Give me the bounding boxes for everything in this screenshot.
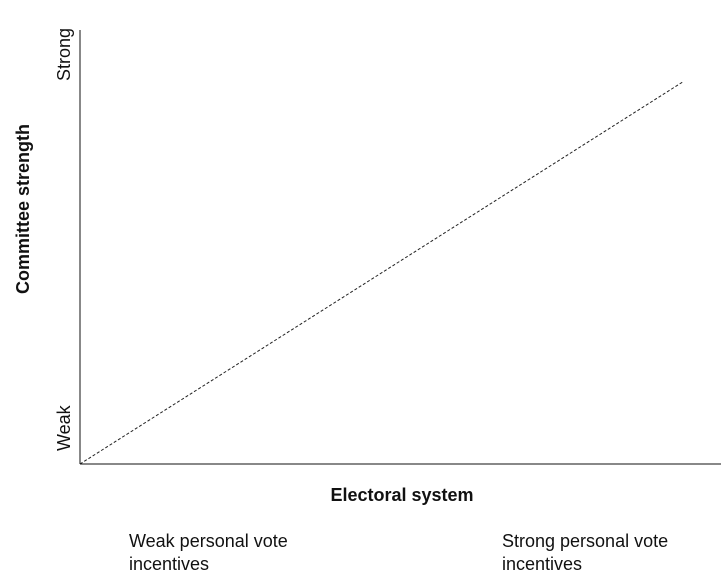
y-axis-title: Committee strength: [13, 124, 33, 294]
x-category-strong: Strong personal vote incentives: [502, 530, 668, 576]
trend-line: [79, 81, 683, 465]
x-axis-title: Electoral system: [330, 485, 473, 505]
y-tick-weak: Weak: [54, 404, 74, 451]
y-tick-strong: Strong: [54, 28, 74, 81]
x-category-strong-line1: Strong personal vote: [502, 531, 669, 551]
x-category-weak: Weak personal vote incentives: [129, 530, 288, 576]
x-category-weak-line2: incentives: [129, 554, 210, 574]
x-category-strong-line2: incentives: [502, 554, 583, 574]
x-category-weak-line1: Weak personal vote: [129, 531, 288, 551]
